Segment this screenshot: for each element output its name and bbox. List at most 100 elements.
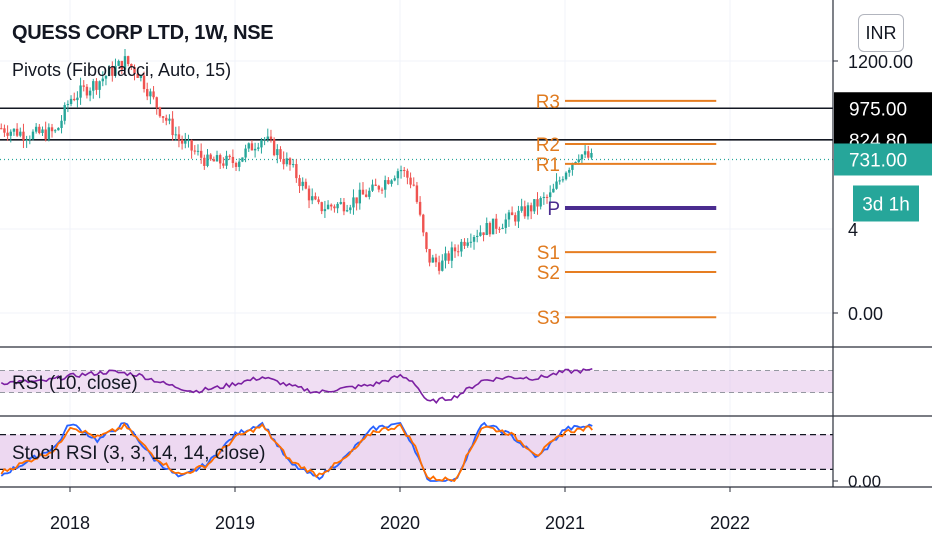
candle-body xyxy=(383,180,387,190)
candle-body xyxy=(41,129,44,134)
candle-body xyxy=(88,90,92,96)
candle-body xyxy=(104,75,108,79)
countdown-tag-bg xyxy=(853,185,919,222)
candle-body xyxy=(485,223,488,236)
candle-body xyxy=(114,65,117,76)
candlestick-series xyxy=(0,49,593,275)
pivot-label-p: P xyxy=(547,199,560,220)
chart-axes: 2018 2019 2020 2021 2022 1200.00 0.00 4 0.00 xyxy=(0,0,932,533)
candle-body xyxy=(222,163,225,166)
candle-body xyxy=(358,189,362,204)
candle-body xyxy=(574,162,577,164)
candle-body xyxy=(276,149,279,156)
candle-body xyxy=(149,91,152,97)
candle-body xyxy=(469,241,473,243)
candle-body xyxy=(536,199,539,207)
candle-body xyxy=(425,232,428,249)
candle-body xyxy=(307,188,311,201)
candle-body xyxy=(412,184,415,186)
stoch-k-line xyxy=(0,421,593,483)
currency-button[interactable]: INR xyxy=(858,14,904,52)
candle-body xyxy=(504,219,507,228)
candle-body xyxy=(428,248,431,263)
candle-body xyxy=(453,247,457,252)
candle-body xyxy=(542,196,546,199)
candle-body xyxy=(361,189,365,195)
pivot-label-r3: R3 xyxy=(536,92,560,113)
candle-body xyxy=(142,75,146,90)
candle-body xyxy=(69,98,73,105)
candle-body xyxy=(564,172,568,180)
candle-body xyxy=(228,155,231,157)
candle-body xyxy=(418,201,422,215)
candle-body xyxy=(174,134,177,136)
candle-body xyxy=(79,85,82,98)
stoch-rsi-pane xyxy=(0,421,833,483)
candle-body xyxy=(177,134,181,140)
pivot-label-s1: S1 xyxy=(537,243,560,264)
chart-grid xyxy=(0,0,833,486)
candle-body xyxy=(444,253,447,261)
time-axis-label: 2022 xyxy=(710,513,750,533)
candle-body xyxy=(583,151,587,155)
candle-body xyxy=(161,116,165,118)
candle-body xyxy=(447,253,450,261)
price-horizontal-lines xyxy=(0,107,833,161)
candle-body xyxy=(218,155,222,164)
pivot-label-r1: R1 xyxy=(536,155,560,176)
candle-body xyxy=(403,169,406,171)
candle-body xyxy=(434,257,438,263)
price-tag-bg xyxy=(834,143,932,176)
pivot-label-s2: S2 xyxy=(537,263,560,284)
candle-body xyxy=(545,196,549,198)
candle-body xyxy=(117,60,120,66)
rsi-band xyxy=(0,370,833,393)
candle-body xyxy=(326,204,330,210)
candle-body xyxy=(491,218,495,235)
candle-body xyxy=(377,185,381,190)
candle-body xyxy=(139,75,143,78)
candle-body xyxy=(133,66,136,74)
candle-body xyxy=(415,185,419,202)
candle-body xyxy=(364,194,368,197)
candle-body xyxy=(260,139,263,148)
candle-body xyxy=(301,181,304,187)
candle-body xyxy=(0,128,3,130)
candle-body xyxy=(12,128,16,132)
candle-body xyxy=(19,131,22,136)
candle-body xyxy=(44,129,47,140)
candle-body xyxy=(272,139,276,156)
candle-body xyxy=(422,214,425,233)
candle-body xyxy=(396,171,400,179)
candle-body xyxy=(187,140,190,142)
candle-body xyxy=(9,131,12,136)
candle-body xyxy=(234,163,238,167)
time-axis-label: 2021 xyxy=(545,513,585,533)
candle-body xyxy=(28,138,32,140)
candle-body xyxy=(479,232,482,236)
time-axis-label: 2018 xyxy=(50,513,90,533)
candle-body xyxy=(466,242,469,246)
candle-body xyxy=(285,158,289,165)
candle-body xyxy=(311,196,314,201)
candle-body xyxy=(342,202,346,212)
candle-body xyxy=(498,228,501,230)
candle-body xyxy=(247,143,250,149)
candle-body xyxy=(333,206,336,209)
candle-body xyxy=(190,140,193,151)
candle-body xyxy=(587,151,590,158)
stoch-rsi-indicator-title: Stoch RSI (3, 3, 14, 14, close) xyxy=(12,443,266,464)
candle-body xyxy=(63,105,66,121)
candle-body xyxy=(165,117,168,121)
candle-body xyxy=(456,251,460,253)
time-axis-label: 2019 xyxy=(215,513,255,533)
candle-body xyxy=(317,199,320,203)
candle-body xyxy=(533,199,536,212)
candle-body xyxy=(269,136,273,140)
candle-body xyxy=(38,126,41,134)
candle-body xyxy=(82,85,85,87)
candle-body xyxy=(472,236,476,242)
candle-body xyxy=(561,179,565,181)
candle-body xyxy=(355,197,358,204)
